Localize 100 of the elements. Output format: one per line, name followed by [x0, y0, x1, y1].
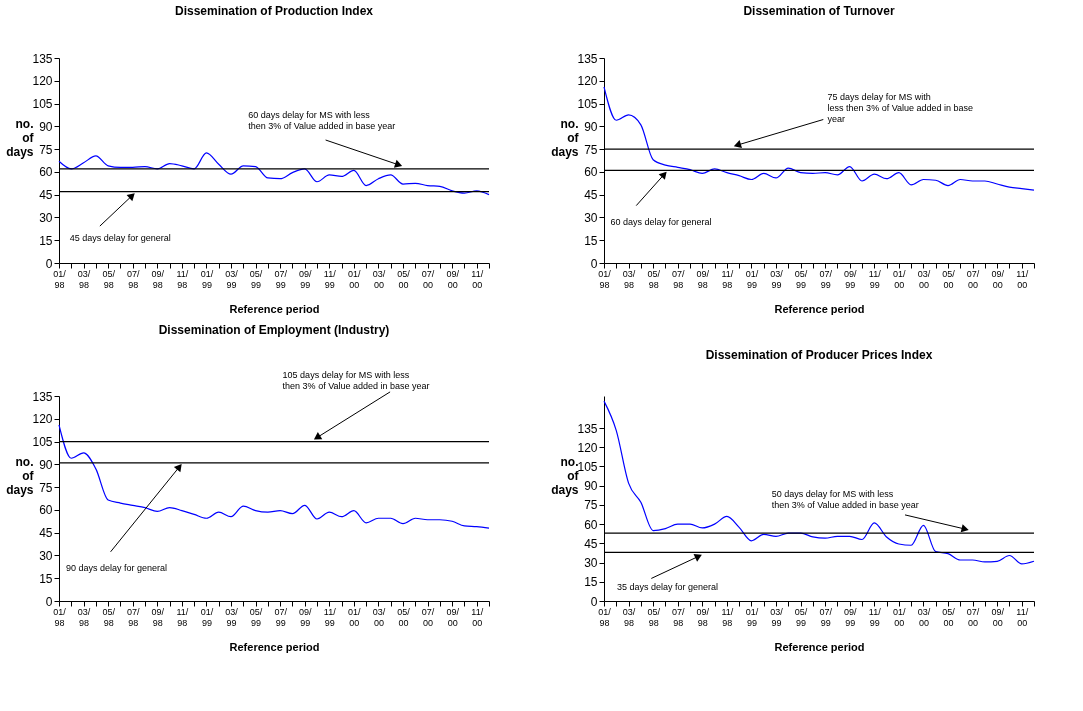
x-tick-label: 05/98	[102, 606, 116, 628]
y-tick-label: 60	[39, 165, 53, 180]
y-axis-title: no. of days	[551, 117, 580, 160]
ref-line-label: 45 days delay for general	[69, 233, 171, 244]
x-tick-label: 11/00	[1016, 268, 1029, 290]
x-tick-label: 07/99	[274, 606, 288, 628]
chart-title: Dissemination of Production Index	[174, 4, 374, 18]
y-tick-label: 30	[39, 548, 53, 563]
ref-line-label: 60 days delay for general	[610, 216, 712, 227]
y-tick-label: 135	[32, 389, 53, 404]
chart-title: Dissemination of Employment (Industry)	[158, 323, 390, 338]
x-tick-label: 01/00	[348, 606, 362, 628]
y-tick-label: 120	[32, 74, 53, 89]
x-tick-label: 05/00	[397, 606, 411, 628]
x-tick-label: 09/00	[991, 606, 1005, 628]
x-tick-label: 07/00	[421, 268, 435, 290]
ref-line-label: 60 days delay for MS with less then 3% of Value added in base year	[248, 110, 396, 132]
x-axis-title: Reference period	[774, 640, 865, 653]
x-tick-label: 09/98	[151, 606, 165, 628]
x-tick-label: 03/00	[917, 606, 931, 628]
x-tick-label: 09/98	[696, 606, 710, 628]
x-tick-label: 05/98	[647, 606, 661, 628]
x-tick-label: 01/00	[893, 268, 907, 290]
chart-title: Dissemination of Producer Prices Index	[705, 348, 933, 362]
y-tick-label: 0	[590, 594, 598, 609]
y-tick-label: 120	[577, 440, 598, 455]
y-tick-label: 135	[32, 51, 53, 66]
y-tick-label: 90	[39, 457, 53, 472]
y-tick-label: 45	[39, 188, 53, 203]
x-tick-label: 01/99	[200, 606, 214, 628]
y-tick-label: 15	[39, 571, 53, 586]
x-tick-label: 05/99	[794, 606, 808, 628]
x-tick-label: 01/00	[893, 606, 907, 628]
ref-line-label: 50 days delay for MS with less then 3% of Value added in base year	[771, 489, 919, 511]
x-tick-label: 03/98	[77, 606, 91, 628]
x-tick-label: 05/99	[249, 606, 263, 628]
x-tick-label: 07/00	[966, 268, 980, 290]
x-tick-label: 05/00	[942, 606, 956, 628]
x-tick-label: 11/00	[471, 606, 484, 628]
x-tick-label: 03/00	[917, 268, 931, 290]
y-tick-label: 135	[577, 421, 598, 436]
x-tick-label: 03/98	[77, 268, 91, 290]
x-tick-label: 11/99	[868, 606, 882, 628]
y-tick-label: 75	[39, 480, 53, 495]
y-tick-label: 105	[577, 97, 598, 112]
x-tick-label: 11/99	[323, 606, 337, 628]
y-tick-label: 75	[584, 498, 598, 513]
x-tick-label: 05/98	[647, 268, 661, 290]
y-tick-label: 90	[584, 479, 598, 494]
x-tick-label: 07/00	[966, 606, 980, 628]
y-tick-label: 45	[584, 536, 598, 551]
x-tick-label: 05/99	[794, 268, 808, 290]
ref-line-label: 105 days delay for MS with less then 3% of Value added in base year	[282, 370, 430, 392]
y-tick-label: 15	[39, 233, 53, 248]
x-tick-label: 11/00	[471, 268, 484, 290]
x-tick-label: 03/99	[770, 606, 784, 628]
x-tick-label: 03/00	[372, 268, 386, 290]
x-tick-label: 07/99	[274, 268, 288, 290]
x-tick-label: 05/00	[942, 268, 956, 290]
x-tick-label: 01/99	[200, 268, 214, 290]
x-tick-label: 09/98	[696, 268, 710, 290]
x-tick-label: 07/98	[671, 268, 685, 290]
chart-title: Dissemination of Turnover	[743, 4, 895, 18]
y-tick-label: 15	[584, 233, 598, 248]
x-tick-label: 01/98	[598, 606, 612, 628]
x-tick-label: 07/98	[126, 268, 140, 290]
y-tick-label: 60	[584, 165, 598, 180]
ref-line-label: 90 days delay for general	[65, 563, 167, 574]
x-tick-label: 03/98	[622, 268, 636, 290]
y-tick-label: 120	[577, 74, 598, 89]
y-tick-label: 75	[584, 142, 598, 157]
x-tick-label: 09/99	[298, 606, 312, 628]
x-tick-label: 05/00	[397, 268, 411, 290]
y-tick-label: 90	[39, 119, 53, 134]
y-tick-label: 15	[584, 575, 598, 590]
y-tick-label: 135	[577, 51, 598, 66]
x-axis-title: Reference period	[229, 302, 320, 315]
y-axis-title: no. of days	[6, 455, 35, 498]
x-tick-label: 09/00	[446, 268, 460, 290]
x-tick-label: 03/98	[622, 606, 636, 628]
y-tick-label: 120	[32, 412, 53, 427]
x-tick-label: 03/99	[770, 268, 784, 290]
x-tick-label: 11/99	[868, 268, 882, 290]
x-tick-label: 07/99	[819, 268, 833, 290]
y-tick-label: 30	[584, 556, 598, 571]
x-tick-label: 07/98	[126, 606, 140, 628]
y-tick-label: 105	[32, 435, 53, 450]
y-tick-label: 0	[45, 594, 53, 609]
y-tick-label: 60	[584, 517, 598, 532]
x-tick-label: 01/99	[745, 268, 759, 290]
y-tick-label: 60	[39, 503, 53, 518]
y-tick-label: 90	[584, 119, 598, 134]
x-tick-label: 11/98	[176, 606, 189, 628]
y-tick-label: 0	[45, 256, 53, 271]
x-tick-label: 07/00	[421, 606, 435, 628]
y-tick-label: 45	[584, 188, 598, 203]
x-tick-label: 09/98	[151, 268, 165, 290]
x-tick-label: 11/00	[1016, 606, 1029, 628]
x-tick-label: 09/00	[446, 606, 460, 628]
ref-line-label: 75 days delay for MS with less then 3% of Value added in base year	[827, 91, 974, 124]
